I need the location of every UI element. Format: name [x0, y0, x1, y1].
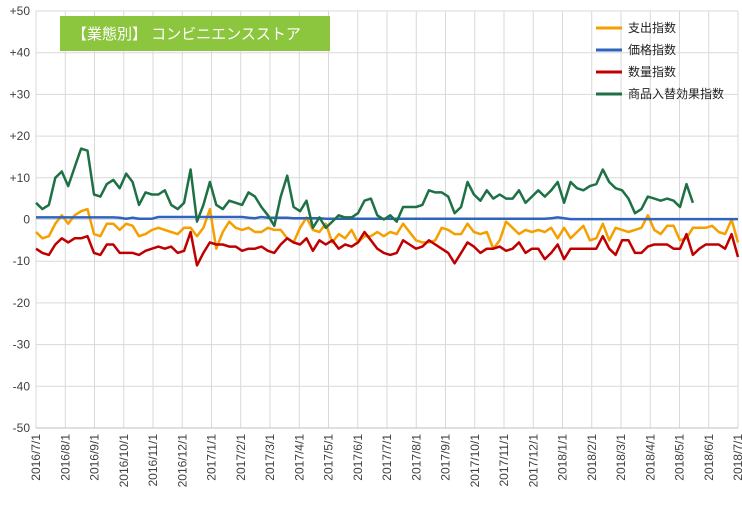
x-tick-label: 2017/12/1: [526, 434, 540, 488]
title-background: [60, 16, 330, 51]
x-tick-label: 2018/2/1: [585, 434, 599, 481]
x-tick-label: 2016/11/1: [146, 434, 160, 487]
x-tick-label: 2017/11/1: [497, 434, 511, 487]
y-tick-label: -50: [13, 421, 31, 435]
series-line-数量指数: [35, 230, 740, 267]
legend-label: 商品入替効果指数: [628, 86, 724, 101]
y-tick-label: -40: [13, 379, 31, 393]
x-tick-label: 2018/7/1: [731, 434, 742, 481]
y-axis: +50 +40 +30 +20 +10 0 -10 -20 -30 -40 -50: [10, 4, 31, 435]
x-tick-label: 2017/2/1: [234, 434, 248, 481]
y-tick-label: -30: [13, 338, 31, 352]
x-tick-label: 2017/6/1: [351, 434, 365, 481]
y-tick-label: +40: [10, 46, 31, 60]
x-tick-label: 2018/6/1: [702, 434, 716, 481]
x-tick-label: 2017/9/1: [439, 434, 453, 481]
x-tick-label: 2017/7/1: [380, 434, 394, 481]
x-tick-label: 2016/8/1: [58, 434, 72, 481]
x-tick-label: 2016/7/1: [29, 434, 43, 481]
y-tick-label: 0: [23, 213, 30, 227]
series-lines: [35, 147, 740, 267]
chart-title-box: 【業態別】 コンビニエンスストア: [60, 16, 330, 51]
x-tick-label: 2018/5/1: [673, 434, 687, 481]
legend-item: 商品入替効果指数: [596, 86, 724, 101]
y-tick-label: -10: [13, 254, 31, 268]
legend-item: 支出指数: [596, 20, 676, 35]
y-tick-label: +30: [10, 87, 31, 101]
legend-item: 数量指数: [596, 64, 676, 79]
x-tick-label: 2017/8/1: [409, 434, 423, 481]
x-tick-label: 2018/4/1: [643, 434, 657, 481]
y-tick-label: -20: [13, 296, 31, 310]
y-tick-label: +10: [10, 171, 31, 185]
x-tick-label: 2017/3/1: [263, 434, 277, 481]
x-tick-label: 2018/1/1: [556, 434, 570, 481]
legend-label: 支出指数: [628, 20, 676, 35]
x-tick-label: 2018/3/1: [614, 434, 628, 481]
x-tick-label: 2017/4/1: [292, 434, 306, 481]
series-line-商品入替効果指数: [35, 147, 695, 230]
y-tick-label: +20: [10, 129, 31, 143]
x-tick-label: 2017/10/1: [468, 434, 482, 488]
legend-item: 価格指数: [596, 42, 676, 57]
x-tick-label: 2016/9/1: [88, 434, 102, 481]
series-line-支出指数: [35, 207, 740, 250]
x-tick-label: 2016/10/1: [117, 434, 131, 488]
x-tick-label: 2017/5/1: [322, 434, 336, 481]
legend-label: 価格指数: [628, 42, 676, 57]
x-tick-label: 2017/1/1: [205, 434, 219, 481]
chart-title: 【業態別】 コンビニエンスストア: [72, 26, 301, 43]
x-axis: 2016/7/1 2016/8/1 2016/9/1 2016/10/1 2016/11…: [29, 427, 742, 488]
legend-label: 数量指数: [628, 64, 676, 79]
y-tick-label: +50: [10, 4, 31, 18]
x-tick-label: 2016/12/1: [175, 434, 189, 488]
